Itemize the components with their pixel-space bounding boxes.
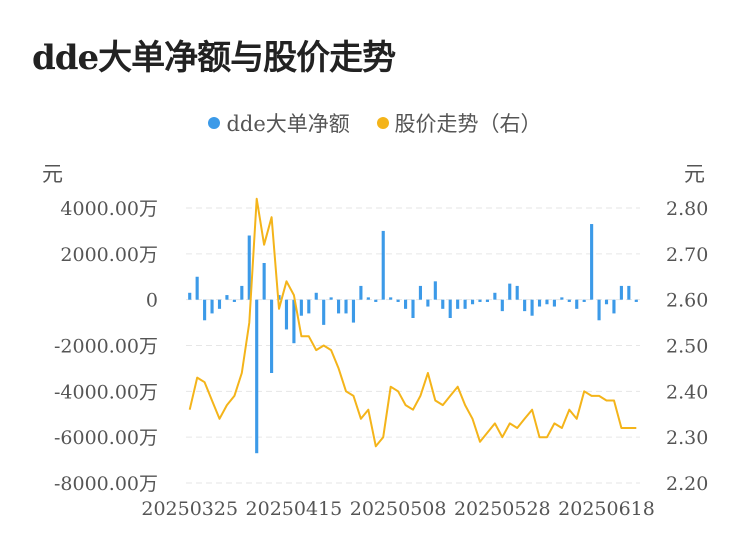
- bar-dde: [359, 285, 363, 300]
- bar-dde: [597, 299, 601, 321]
- bar-dde: [240, 285, 244, 300]
- bar-dde: [470, 299, 475, 305]
- bar-dde: [545, 299, 549, 305]
- legend-label-dde: dde大单净额: [226, 112, 350, 136]
- left-axis-tick-label: 4000.00万: [60, 198, 158, 220]
- x-axis-tick-label: 20250618: [558, 498, 655, 520]
- bar-dde: [329, 297, 333, 300]
- bar-dde: [485, 299, 489, 302]
- bar-dde: [299, 299, 303, 316]
- bar-dde: [582, 299, 586, 302]
- bar-dde: [456, 299, 460, 309]
- bar-dde: [366, 297, 370, 300]
- bar-dde: [508, 283, 512, 300]
- left-axis-tick-label: -2000.00万: [54, 336, 158, 358]
- bar-dde: [344, 299, 348, 314]
- bar-dde: [590, 224, 594, 300]
- bar-dde: [188, 292, 192, 300]
- bar-dde: [217, 299, 222, 309]
- left-axis-tick-label: -4000.00万: [54, 381, 158, 403]
- bar-dde: [463, 299, 467, 309]
- line-price: [188, 197, 637, 448]
- bar-dde: [537, 299, 542, 307]
- bar-dde: [403, 299, 408, 309]
- right-axis-unit: 元: [684, 162, 705, 186]
- bar-dde: [292, 299, 296, 344]
- bar-dde: [210, 299, 214, 314]
- left-axis-tick-label: -6000.00万: [54, 427, 158, 449]
- x-axis-tick-label: 20250415: [246, 498, 343, 520]
- bar-dde: [612, 299, 616, 314]
- right-axis-tick-label: 2.70: [666, 244, 708, 266]
- bar-dde: [523, 299, 527, 312]
- bar-dde: [515, 285, 519, 300]
- bar-dde: [337, 299, 341, 314]
- x-axis-tick-label: 20250325: [141, 498, 238, 520]
- left-axis-unit: 元: [42, 162, 63, 186]
- right-axis-tick-label: 2.60: [666, 290, 708, 312]
- bar-dde: [575, 299, 579, 309]
- bar-dde: [478, 299, 482, 302]
- legend-dot-price: [376, 117, 389, 129]
- bar-dde: [284, 299, 289, 330]
- bar-dde: [262, 263, 266, 300]
- x-axis-tick-label: 20250508: [350, 498, 447, 520]
- right-axis-tick-label: 2.20: [666, 473, 708, 495]
- bar-dde: [396, 299, 400, 302]
- bar-dde: [351, 299, 356, 323]
- bar-dde: [411, 299, 415, 318]
- legend-item-dde[interactable]: dde大单净额: [208, 108, 350, 138]
- bar-dde: [441, 299, 445, 309]
- bar-dde: [225, 295, 229, 300]
- bar-dde: [604, 299, 609, 305]
- bar-dde: [493, 292, 497, 300]
- bar-dde: [247, 235, 251, 300]
- bar-dde: [426, 299, 430, 307]
- bar-dde: [381, 230, 385, 300]
- right-axis-tick-label: 2.30: [666, 427, 708, 449]
- bar-dde: [195, 276, 199, 300]
- bar-dde: [314, 292, 318, 300]
- chart-title: dde大单净额与股价走势: [32, 38, 396, 78]
- right-axis-tick-label: 2.40: [666, 381, 708, 403]
- bar-dde: [567, 299, 571, 302]
- bar-dde: [307, 299, 311, 314]
- left-axis-tick-label: 2000.00万: [60, 244, 158, 266]
- bar-dde: [619, 285, 623, 300]
- chart-legend: dde大单净额 股价走势（右）: [0, 108, 750, 138]
- bar-dde: [448, 299, 452, 318]
- bar-dde: [255, 299, 259, 454]
- bar-dde: [560, 297, 564, 300]
- bar-dde: [232, 299, 236, 302]
- legend-dot-dde: [208, 117, 221, 129]
- bar-dde: [270, 299, 274, 373]
- left-axis-tick-label: -8000.00万: [54, 473, 158, 495]
- bar-dde: [389, 297, 393, 300]
- left-axis-tick-label: 0: [146, 290, 158, 312]
- bar-dde: [500, 299, 504, 312]
- bar-dde: [418, 285, 423, 300]
- bar-dde: [374, 299, 378, 302]
- bar-dde: [322, 299, 326, 325]
- legend-label-price: 股价走势（右）: [394, 112, 542, 136]
- bar-dde: [530, 299, 534, 316]
- bar-dde: [203, 299, 207, 321]
- right-axis-tick-label: 2.80: [666, 198, 708, 220]
- bar-dde: [552, 299, 556, 307]
- x-axis-tick-label: 20250528: [454, 498, 551, 520]
- bar-dde: [634, 299, 638, 302]
- bar-dde: [433, 281, 437, 300]
- right-axis-tick-label: 2.50: [666, 336, 708, 358]
- bar-dde: [627, 285, 631, 300]
- legend-item-price[interactable]: 股价走势（右）: [376, 108, 542, 138]
